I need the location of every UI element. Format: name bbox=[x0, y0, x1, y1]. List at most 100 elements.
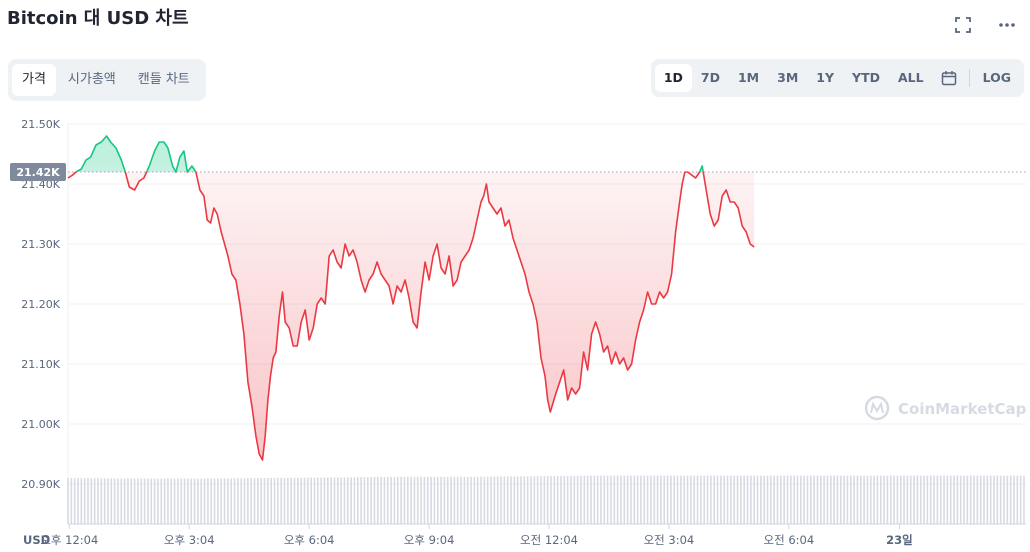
range-ytd-button[interactable]: YTD bbox=[852, 70, 880, 85]
volume-bar bbox=[636, 475, 639, 524]
volume-bar bbox=[979, 475, 982, 524]
volume-bar bbox=[473, 476, 476, 524]
volume-bar bbox=[816, 475, 819, 524]
volume-bar bbox=[197, 478, 199, 524]
range-3m-button[interactable]: 3M bbox=[777, 70, 799, 85]
volume-bar bbox=[283, 477, 286, 524]
volume-bar bbox=[820, 475, 822, 524]
range-1d-button[interactable]: 1D bbox=[654, 64, 692, 92]
volume-bar bbox=[533, 476, 536, 524]
volume-bar bbox=[140, 478, 143, 524]
volume-bar bbox=[137, 478, 139, 524]
volume-bar bbox=[800, 475, 802, 524]
currency-label: USD bbox=[23, 533, 50, 547]
range-1m-button[interactable]: 1M bbox=[737, 70, 760, 85]
x-tick-label: 오후 9:04 bbox=[404, 533, 455, 547]
volume-bar bbox=[826, 475, 829, 524]
volume-bar bbox=[626, 475, 629, 524]
volume-bar bbox=[643, 475, 646, 524]
volume-bar bbox=[293, 477, 296, 524]
volume-bar bbox=[183, 478, 186, 524]
x-tick-label: 오후 6:04 bbox=[284, 533, 335, 547]
volume-bar bbox=[386, 476, 389, 524]
volume-bar bbox=[543, 476, 546, 524]
volume-bar bbox=[177, 478, 179, 524]
volume-bar bbox=[1006, 475, 1009, 524]
area-below-baseline bbox=[68, 172, 755, 460]
range-all-button[interactable]: ALL bbox=[897, 70, 924, 85]
volume-bars bbox=[67, 475, 1025, 524]
coinmarketcap-logo-icon bbox=[864, 395, 890, 421]
y-tick-label: 21.10K bbox=[21, 358, 60, 371]
volume-bar bbox=[433, 476, 436, 524]
volume-bar bbox=[313, 477, 316, 524]
volume-bar bbox=[859, 475, 862, 524]
volume-bar bbox=[107, 478, 109, 524]
volume-bar bbox=[93, 478, 96, 524]
time-range-selector: 1D 7D 1M 3M 1Y YTD ALL LOG bbox=[650, 59, 1024, 97]
volume-bar bbox=[267, 478, 269, 524]
tab-price[interactable]: 가격 bbox=[12, 64, 56, 96]
volume-bar bbox=[560, 475, 562, 524]
volume-bar bbox=[876, 475, 879, 524]
x-tick-label: 오전 12:04 bbox=[520, 533, 578, 547]
volume-bar bbox=[347, 477, 349, 524]
volume-bar bbox=[300, 477, 302, 524]
volume-bar bbox=[230, 478, 233, 524]
tab-candle-chart[interactable]: 캔들 차트 bbox=[137, 72, 190, 87]
volume-bar bbox=[536, 476, 539, 524]
volume-bar bbox=[853, 475, 855, 524]
fullscreen-icon[interactable] bbox=[952, 14, 974, 36]
volume-bar bbox=[983, 475, 985, 524]
log-scale-button[interactable]: LOG bbox=[982, 70, 1011, 85]
volume-bar bbox=[280, 477, 282, 524]
price-area bbox=[68, 136, 755, 460]
volume-bar bbox=[1016, 475, 1019, 524]
volume-bar bbox=[410, 476, 412, 524]
volume-bar bbox=[956, 475, 959, 524]
volume-bar bbox=[413, 476, 416, 524]
volume-bar bbox=[999, 475, 1002, 524]
volume-bar bbox=[400, 476, 402, 524]
volume-bar bbox=[573, 475, 576, 524]
volume-bar bbox=[303, 477, 306, 524]
volume-bar bbox=[630, 475, 632, 524]
volume-bar bbox=[916, 475, 919, 524]
volume-bar bbox=[953, 475, 955, 524]
volume-bar bbox=[167, 478, 169, 524]
volume-bar bbox=[1003, 475, 1005, 524]
volume-bar bbox=[889, 475, 892, 524]
volume-bar bbox=[849, 475, 852, 524]
volume-bar bbox=[680, 475, 682, 524]
range-7d-button[interactable]: 7D bbox=[700, 70, 720, 85]
volume-bar bbox=[337, 477, 339, 524]
x-tick-label: 오전 6:04 bbox=[764, 533, 815, 547]
volume-bar bbox=[506, 476, 509, 524]
volume-bar bbox=[270, 477, 272, 524]
volume-bar bbox=[130, 478, 133, 524]
volume-bar bbox=[893, 475, 895, 524]
volume-bar bbox=[193, 478, 196, 524]
volume-bar bbox=[526, 476, 529, 524]
volume-bar bbox=[263, 478, 266, 524]
volume-bar bbox=[693, 475, 696, 524]
volume-bar bbox=[760, 475, 762, 524]
volume-bar bbox=[700, 475, 702, 524]
volume-bar bbox=[143, 478, 146, 524]
volume-bar bbox=[566, 475, 569, 524]
volume-bar bbox=[670, 475, 672, 524]
volume-bar bbox=[546, 476, 549, 524]
calendar-icon[interactable] bbox=[933, 64, 965, 92]
x-tick-label: 오전 3:04 bbox=[644, 533, 695, 547]
y-axis-labels: 21.50K 21.40K 21.30K 21.20K 21.10K 21.00K 20.9… bbox=[21, 118, 60, 491]
volume-bar bbox=[616, 475, 619, 524]
volume-bar bbox=[653, 475, 656, 524]
more-horizontal-icon[interactable] bbox=[996, 14, 1018, 36]
volume-bar bbox=[1019, 475, 1022, 524]
volume-bar bbox=[903, 475, 905, 524]
volume-bar bbox=[733, 475, 736, 524]
range-1y-button[interactable]: 1Y bbox=[816, 70, 835, 85]
volume-bar bbox=[919, 475, 922, 524]
volume-bar bbox=[217, 478, 219, 524]
tab-market-cap[interactable]: 시가총액 bbox=[67, 72, 116, 87]
